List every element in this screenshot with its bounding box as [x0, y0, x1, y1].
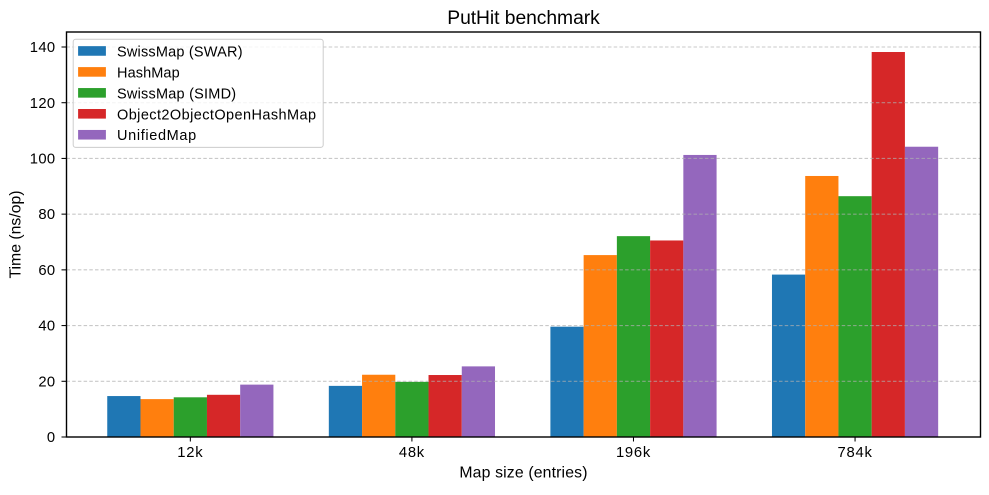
svg-text:40: 40 — [38, 319, 55, 335]
svg-text:Map size (entries): Map size (entries) — [459, 465, 587, 482]
svg-text:80: 80 — [38, 207, 55, 223]
svg-text:784k: 784k — [838, 445, 873, 461]
svg-text:SwissMap (SWAR): SwissMap (SWAR) — [117, 44, 243, 60]
svg-text:Time (ns/op): Time (ns/op) — [8, 190, 25, 278]
svg-text:48k: 48k — [399, 445, 425, 461]
svg-text:12k: 12k — [177, 445, 203, 461]
svg-text:140: 140 — [30, 40, 56, 56]
svg-text:196k: 196k — [616, 445, 651, 461]
svg-text:Object2ObjectOpenHashMap: Object2ObjectOpenHashMap — [117, 107, 317, 123]
svg-text:UnifiedMap: UnifiedMap — [117, 128, 197, 144]
svg-text:HashMap: HashMap — [117, 65, 180, 81]
svg-text:60: 60 — [38, 263, 55, 279]
svg-text:SwissMap (SIMD): SwissMap (SIMD) — [117, 86, 236, 102]
svg-text:PutHit benchmark: PutHit benchmark — [447, 8, 600, 29]
svg-text:120: 120 — [30, 96, 56, 112]
svg-text:100: 100 — [30, 151, 56, 167]
svg-text:20: 20 — [38, 374, 55, 390]
svg-text:0: 0 — [47, 430, 56, 446]
